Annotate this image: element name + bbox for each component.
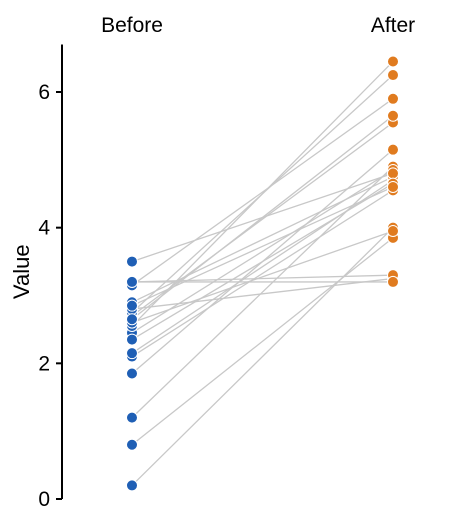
group-label-before: Before bbox=[101, 14, 163, 37]
pair-line-10 bbox=[131, 74, 394, 313]
y-tick-label-2: 2 bbox=[38, 352, 50, 375]
point-after-17 bbox=[387, 109, 399, 122]
pair-line-9 bbox=[131, 122, 394, 317]
point-before-5 bbox=[126, 347, 138, 360]
pair-line-0 bbox=[131, 227, 394, 486]
point-before-0 bbox=[126, 479, 138, 492]
pair-line-8 bbox=[131, 230, 394, 324]
point-before-19 bbox=[126, 299, 138, 312]
pair-line-19 bbox=[131, 186, 394, 307]
data-points bbox=[126, 55, 399, 492]
point-before-15 bbox=[126, 275, 138, 288]
point-after-7 bbox=[387, 55, 399, 68]
y-tick-label-4: 4 bbox=[38, 217, 50, 240]
pair-line-14 bbox=[131, 274, 394, 283]
y-axis-title: Value bbox=[9, 244, 34, 299]
point-after-19 bbox=[387, 180, 399, 193]
point-before-3 bbox=[126, 367, 138, 380]
point-after-15 bbox=[387, 275, 399, 288]
point-after-3 bbox=[387, 143, 399, 156]
point-before-18 bbox=[126, 333, 138, 346]
point-after-16 bbox=[387, 167, 399, 180]
point-before-2 bbox=[126, 411, 138, 424]
pair-line-11 bbox=[131, 277, 394, 310]
point-before-1 bbox=[126, 438, 138, 451]
point-after-13 bbox=[387, 92, 399, 105]
y-axis: 0 2 4 6 Value bbox=[9, 44, 63, 511]
pair-line-13 bbox=[131, 98, 394, 286]
point-after-8 bbox=[387, 225, 399, 238]
y-tick-label-6: 6 bbox=[38, 81, 50, 104]
point-before-16 bbox=[126, 255, 138, 268]
pair-line-4 bbox=[131, 189, 394, 358]
pair-line-18 bbox=[131, 183, 394, 341]
pair-lines bbox=[131, 61, 394, 486]
point-after-10 bbox=[387, 69, 399, 82]
point-before-17 bbox=[126, 313, 138, 326]
pair-line-1 bbox=[131, 237, 394, 446]
group-labels: Before After bbox=[101, 14, 415, 37]
y-tick-label-0: 0 bbox=[38, 488, 50, 511]
group-label-after: After bbox=[371, 14, 415, 37]
pair-line-17 bbox=[131, 115, 394, 320]
